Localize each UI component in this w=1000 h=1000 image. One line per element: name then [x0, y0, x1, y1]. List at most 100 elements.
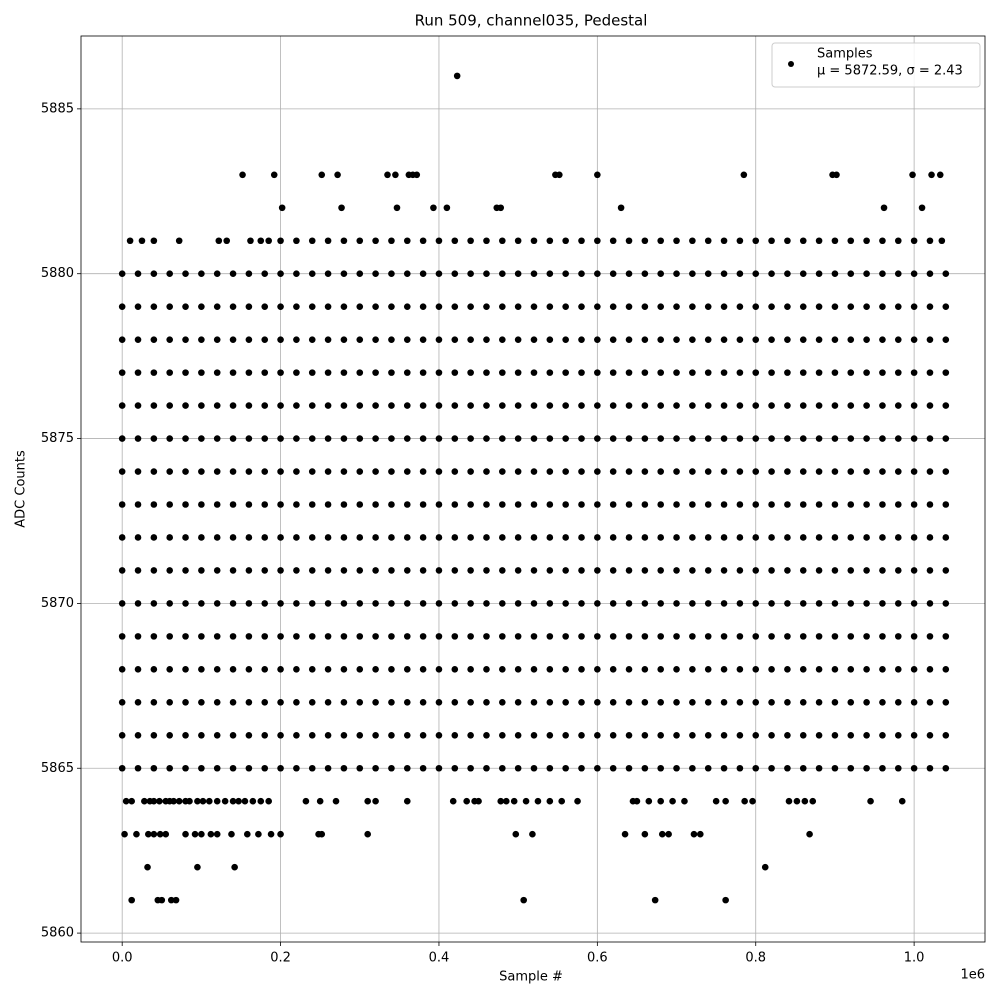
y-tick-label: 5865	[41, 761, 74, 776]
point	[356, 731, 364, 739]
point	[356, 303, 364, 310]
x-tick-label: 0.8	[745, 951, 766, 966]
point	[213, 731, 221, 739]
point	[594, 237, 601, 245]
point	[451, 336, 459, 343]
point	[752, 303, 760, 310]
point	[926, 633, 934, 640]
x-tick-label: 0.4	[429, 951, 450, 966]
point	[736, 764, 744, 772]
point	[784, 731, 791, 739]
point	[673, 402, 680, 409]
point	[720, 699, 728, 706]
point	[784, 468, 791, 475]
point	[673, 435, 680, 442]
point	[894, 336, 902, 343]
point	[529, 830, 536, 838]
point	[879, 270, 886, 278]
point	[239, 171, 246, 179]
point	[799, 336, 807, 343]
point	[530, 468, 538, 475]
point	[134, 633, 142, 640]
point	[340, 633, 348, 640]
point	[530, 336, 538, 343]
point	[150, 501, 158, 508]
point	[261, 534, 269, 541]
point	[463, 797, 470, 805]
point	[530, 369, 538, 376]
point	[134, 699, 142, 706]
point	[483, 303, 490, 310]
point	[257, 797, 265, 805]
point	[213, 699, 221, 706]
point	[578, 699, 585, 706]
point	[815, 600, 823, 607]
point	[689, 567, 696, 574]
point	[166, 666, 173, 673]
point	[546, 797, 554, 805]
point	[689, 600, 696, 607]
point	[435, 369, 443, 376]
point	[514, 764, 522, 772]
point	[806, 830, 813, 838]
point	[720, 534, 728, 541]
point	[356, 501, 364, 508]
point	[340, 600, 348, 607]
point	[150, 797, 158, 805]
point	[831, 303, 839, 310]
point	[229, 633, 237, 640]
point	[720, 666, 728, 673]
point	[894, 369, 902, 376]
point	[831, 633, 839, 640]
point	[562, 435, 569, 442]
point	[768, 336, 775, 343]
point	[910, 270, 918, 278]
point	[324, 402, 332, 409]
point	[134, 567, 142, 574]
point	[245, 402, 253, 409]
point	[198, 567, 205, 574]
point	[926, 237, 934, 245]
point	[483, 468, 490, 475]
point	[356, 435, 364, 442]
point	[245, 369, 253, 376]
point	[499, 468, 506, 475]
point	[863, 600, 870, 607]
point	[324, 468, 332, 475]
point	[277, 303, 284, 310]
point	[942, 402, 950, 409]
point	[277, 336, 284, 343]
point	[784, 237, 791, 245]
point	[229, 600, 237, 607]
point	[546, 666, 554, 673]
point	[141, 797, 148, 805]
point	[308, 731, 316, 739]
point	[594, 600, 601, 607]
point	[546, 534, 554, 541]
point	[514, 336, 522, 343]
point	[213, 666, 221, 673]
point	[546, 600, 554, 607]
point	[340, 303, 348, 310]
point	[546, 303, 554, 310]
point	[199, 797, 207, 805]
point	[270, 171, 278, 179]
point	[530, 666, 538, 673]
point	[167, 896, 175, 904]
point	[863, 731, 870, 739]
point	[419, 270, 427, 278]
point	[689, 369, 696, 376]
point	[308, 699, 316, 706]
point	[784, 567, 791, 574]
point	[255, 830, 262, 838]
grid	[81, 36, 985, 942]
point	[118, 633, 126, 640]
point	[641, 270, 649, 278]
point	[435, 699, 443, 706]
point	[308, 402, 316, 409]
point	[594, 468, 601, 475]
point	[894, 237, 902, 245]
point	[720, 336, 728, 343]
point	[324, 699, 332, 706]
point	[546, 270, 554, 278]
